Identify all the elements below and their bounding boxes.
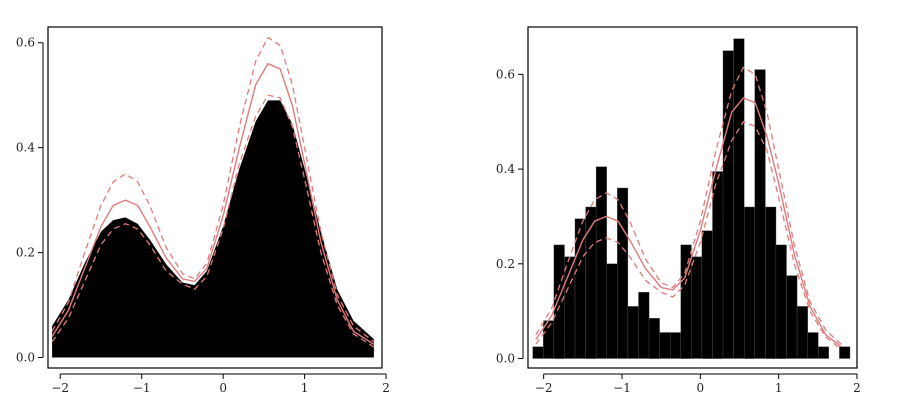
x-tick-label: 2 — [853, 381, 861, 395]
fit-lower-band-line — [51, 94, 375, 348]
x-tick-label: −2 — [51, 381, 69, 395]
y-tick-label: 0.0 — [16, 351, 35, 365]
histogram-bar — [659, 332, 671, 359]
histogram-bar — [733, 38, 745, 359]
histogram-bar — [553, 244, 565, 359]
histogram-bar — [818, 346, 830, 359]
histogram-panel: −2 −1 0 1 2 0.0 0.2 0.4 0.6 — [496, 26, 861, 395]
histogram-bar — [670, 332, 682, 359]
density-panel: −2 −1 0 1 2 0.0 0.2 0.4 0.6 — [16, 26, 390, 395]
histogram-bar — [617, 187, 629, 359]
histogram-bar — [744, 206, 756, 359]
y-tick-label: 0.2 — [16, 246, 35, 260]
histogram-bar — [606, 263, 618, 359]
histogram-bar — [796, 306, 808, 359]
fit-upper-band-line — [535, 66, 842, 345]
histogram-bar — [839, 346, 851, 359]
histogram-bar — [701, 230, 713, 359]
y-tick-label: 0.6 — [496, 67, 515, 81]
x-tick-label: 1 — [301, 381, 309, 395]
x-tick-label: −1 — [613, 381, 631, 395]
y-tick-label: 0.4 — [16, 141, 35, 155]
fit-mean-line — [535, 97, 842, 348]
y-tick-label: 0.2 — [496, 257, 515, 271]
histogram-bar — [807, 332, 819, 359]
histogram-bar — [627, 306, 639, 359]
x-tick-label: −1 — [133, 381, 151, 395]
fit-lower-band-line — [535, 120, 842, 350]
x-tick-label: −2 — [535, 381, 553, 395]
x-tick-label: 2 — [382, 381, 390, 395]
histogram-bar — [648, 318, 660, 359]
y-tick-label: 0.0 — [496, 352, 515, 366]
fit-upper-band-line — [51, 36, 375, 343]
histogram-bar — [691, 256, 703, 359]
x-tick-label: 0 — [697, 381, 705, 395]
histogram-bar — [712, 171, 724, 359]
y-tick-label: 0.4 — [496, 162, 515, 176]
plot-frame — [47, 26, 383, 369]
histogram-bar — [532, 346, 544, 359]
x-tick-label: 1 — [775, 381, 783, 395]
histogram-bar — [585, 206, 597, 359]
histogram-bar — [775, 244, 787, 359]
histogram-bar — [765, 206, 777, 359]
histogram-bar — [638, 292, 650, 359]
histogram-bar — [722, 50, 734, 359]
y-tick-label: 0.6 — [16, 36, 35, 50]
x-tick-label: 0 — [219, 381, 227, 395]
histogram-bar — [595, 166, 607, 359]
fit-mean-line — [51, 62, 375, 345]
histogram-bar — [754, 69, 766, 359]
histogram-bar — [786, 275, 798, 359]
plot-frame — [527, 26, 858, 369]
density-area — [52, 100, 374, 358]
